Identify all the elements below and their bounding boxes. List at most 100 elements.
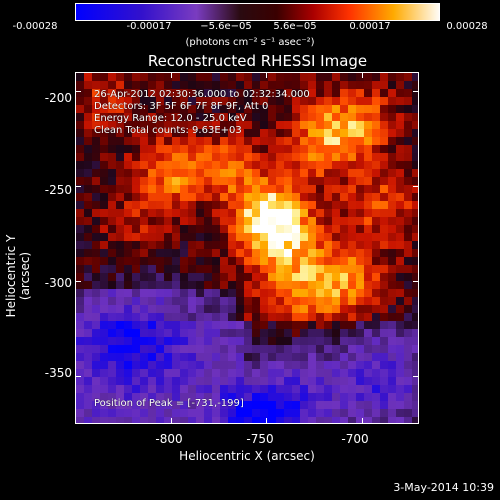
heatmap-cell bbox=[412, 265, 418, 273]
heatmap-cell bbox=[340, 185, 348, 193]
heatmap-cell bbox=[356, 201, 364, 209]
heatmap-cell bbox=[292, 105, 300, 113]
heatmap-cell bbox=[204, 401, 212, 409]
heatmap-cell bbox=[260, 393, 268, 401]
heatmap-cell bbox=[404, 273, 412, 281]
heatmap-cell bbox=[108, 73, 116, 81]
heatmap-cell bbox=[140, 209, 148, 217]
heatmap-cell bbox=[404, 177, 412, 185]
heatmap-cell bbox=[180, 169, 188, 177]
heatmap-cell bbox=[188, 145, 196, 153]
colorbar-tick-label: 0.00017 bbox=[349, 21, 391, 32]
heatmap-cell bbox=[156, 121, 164, 129]
heatmap-cell bbox=[276, 337, 284, 345]
heatmap-cell bbox=[84, 409, 92, 417]
heatmap-cell bbox=[252, 217, 260, 225]
heatmap-cell bbox=[212, 297, 220, 305]
heatmap-cell bbox=[348, 121, 356, 129]
heatmap-cell bbox=[188, 201, 196, 209]
heatmap-cell bbox=[204, 129, 212, 137]
heatmap-cell bbox=[300, 281, 308, 289]
heatmap-cell bbox=[76, 329, 84, 337]
heatmap-cell bbox=[276, 97, 284, 105]
heatmap-cell bbox=[148, 329, 156, 337]
heatmap-cell bbox=[348, 417, 356, 423]
heatmap-cell bbox=[316, 273, 324, 281]
heatmap-cell bbox=[196, 201, 204, 209]
heatmap-cell bbox=[228, 305, 236, 313]
heatmap-cell bbox=[356, 89, 364, 97]
heatmap-cell bbox=[348, 321, 356, 329]
heatmap-cell bbox=[236, 361, 244, 369]
heatmap-cell bbox=[228, 105, 236, 113]
heatmap-cell bbox=[364, 161, 372, 169]
heatmap-cell bbox=[164, 89, 172, 97]
heatmap-cell bbox=[356, 105, 364, 113]
heatmap-cell bbox=[84, 105, 92, 113]
heatmap-cell bbox=[404, 393, 412, 401]
heatmap-cell bbox=[92, 369, 100, 377]
heatmap-cell bbox=[140, 305, 148, 313]
heatmap-cell bbox=[100, 265, 108, 273]
heatmap-cell bbox=[348, 153, 356, 161]
heatmap-cell bbox=[100, 129, 108, 137]
heatmap-cell bbox=[228, 177, 236, 185]
heatmap-cell bbox=[316, 193, 324, 201]
heatmap-cell bbox=[332, 385, 340, 393]
heatmap-cell bbox=[284, 281, 292, 289]
heatmap-cell bbox=[412, 401, 418, 409]
heatmap-cell bbox=[356, 233, 364, 241]
heatmap-cell bbox=[188, 281, 196, 289]
heatmap-cell bbox=[276, 225, 284, 233]
heatmap-cell bbox=[132, 153, 140, 161]
heatmap-cell bbox=[316, 337, 324, 345]
heatmap-cell bbox=[404, 81, 412, 89]
heatmap-cell bbox=[188, 169, 196, 177]
heatmap-cell bbox=[316, 305, 324, 313]
heatmap-cell bbox=[244, 273, 252, 281]
heatmap-cell bbox=[172, 281, 180, 289]
heatmap-cell bbox=[164, 201, 172, 209]
heatmap-cell bbox=[260, 145, 268, 153]
heatmap-cell bbox=[132, 113, 140, 121]
x-tick-label: -750 bbox=[246, 432, 274, 446]
heatmap-cell bbox=[148, 193, 156, 201]
heatmap-cell bbox=[340, 209, 348, 217]
heatmap-cell bbox=[252, 81, 260, 89]
heatmap-cell bbox=[228, 409, 236, 417]
heatmap-cell bbox=[380, 401, 388, 409]
heatmap-cell bbox=[212, 209, 220, 217]
heatmap-cell bbox=[364, 169, 372, 177]
heatmap-cell bbox=[92, 185, 100, 193]
heatmap-cell bbox=[124, 209, 132, 217]
heatmap-cell bbox=[180, 97, 188, 105]
heatmap-cell bbox=[412, 273, 418, 281]
heatmap-cell bbox=[308, 385, 316, 393]
heatmap-cell bbox=[252, 209, 260, 217]
heatmap-cell bbox=[404, 361, 412, 369]
heatmap-cell bbox=[372, 289, 380, 297]
heatmap-cell bbox=[196, 409, 204, 417]
heatmap-cell bbox=[292, 169, 300, 177]
heatmap-cell bbox=[172, 385, 180, 393]
heatmap-cell bbox=[284, 241, 292, 249]
heatmap-cell bbox=[148, 201, 156, 209]
heatmap-cell bbox=[196, 241, 204, 249]
heatmap-cell bbox=[404, 113, 412, 121]
heatmap-cell bbox=[116, 113, 124, 121]
heatmap-cell bbox=[180, 73, 188, 81]
heatmap-cell bbox=[124, 193, 132, 201]
heatmap-cell bbox=[172, 273, 180, 281]
heatmap-cell bbox=[180, 289, 188, 297]
heatmap-cell bbox=[156, 281, 164, 289]
heatmap-cell bbox=[316, 169, 324, 177]
heatmap-cell bbox=[228, 257, 236, 265]
heatmap-cell bbox=[172, 113, 180, 121]
heatmap-cell bbox=[204, 353, 212, 361]
heatmap-cell bbox=[188, 233, 196, 241]
heatmap-cell bbox=[252, 401, 260, 409]
heatmap-cell bbox=[404, 345, 412, 353]
heatmap-cell bbox=[132, 401, 140, 409]
heatmap-cell bbox=[188, 137, 196, 145]
heatmap-cell bbox=[116, 313, 124, 321]
